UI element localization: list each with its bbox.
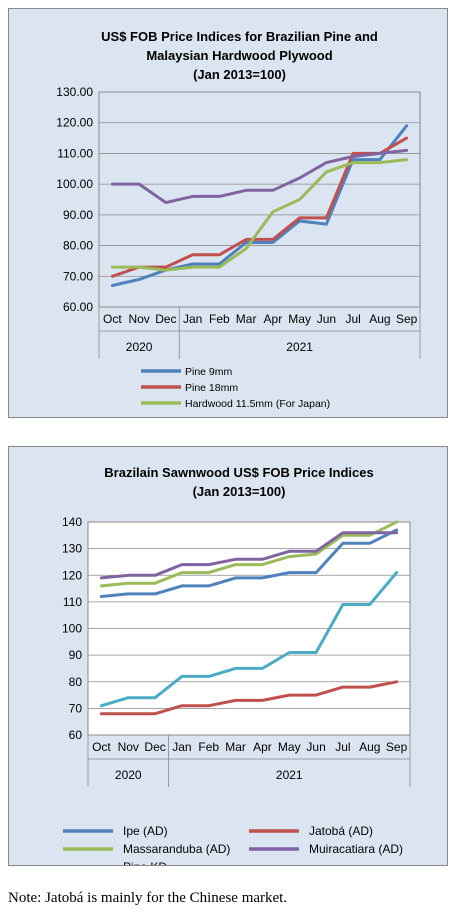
x-tick-label: Oct xyxy=(103,312,122,326)
x-tick-label: Jul xyxy=(335,740,350,754)
plot-area xyxy=(98,91,421,308)
y-tick-label: 60 xyxy=(69,728,83,742)
series-line xyxy=(110,136,409,278)
x-tick-label: Nov xyxy=(128,312,149,326)
y-tick-label: 90 xyxy=(69,648,83,662)
legend-label: Jatobá (AD) xyxy=(309,824,373,838)
legend-label: Pine KD xyxy=(123,860,167,865)
legend-label: Muiracatiara (AD) xyxy=(309,842,403,856)
y-tick-label: 130 xyxy=(62,542,82,556)
series-line xyxy=(99,571,399,708)
x-tick-label: Apr xyxy=(253,740,272,754)
y-tick-label: 90.00 xyxy=(63,208,93,222)
plywood-chart-panel: US$ FOB Price Indices for Brazilian Pine… xyxy=(8,8,448,418)
y-tick-label: 110.00 xyxy=(57,146,93,160)
y-tick-label: 130.00 xyxy=(56,85,93,99)
chart-title-line: (Jan 2013=100) xyxy=(193,67,286,82)
legend-label: Ipe (AD) xyxy=(123,824,168,838)
x-tick-label: Aug xyxy=(359,740,380,754)
y-tick-label: 110 xyxy=(63,595,82,609)
y-tick-label: 100.00 xyxy=(56,177,93,191)
chart-title-line: (Jan 2013=100) xyxy=(193,484,286,499)
x-tick-label: Dec xyxy=(155,312,176,326)
sawnwood-price-chart: Brazilain Sawnwood US$ FOB Price Indices… xyxy=(62,465,411,865)
series-line xyxy=(99,520,399,588)
year-label: 2021 xyxy=(276,768,303,782)
x-tick-label: Mar xyxy=(236,312,257,326)
x-tick-label: Jun xyxy=(306,740,325,754)
year-label: 2020 xyxy=(126,340,153,354)
x-tick-label: Feb xyxy=(198,740,219,754)
y-tick-label: 120.00 xyxy=(56,116,93,130)
series-line xyxy=(99,528,399,598)
x-tick-label: Apr xyxy=(264,312,283,326)
legend-label: Pine 18mm xyxy=(185,382,238,394)
x-tick-label: Jan xyxy=(172,740,191,754)
sawnwood-chart-panel: Brazilain Sawnwood US$ FOB Price Indices… xyxy=(8,446,448,866)
chart-title-line: US$ FOB Price Indices for Brazilian Pine… xyxy=(101,29,378,44)
legend-label: Pine 9mm xyxy=(185,366,233,378)
legend-label: Massaranduba (AD) xyxy=(123,842,230,856)
y-tick-label: 80 xyxy=(69,675,83,689)
chart-title-line: Malaysian Hardwood Plywood xyxy=(146,48,332,63)
plywood-price-chart: US$ FOB Price Indices for Brazilian Pine… xyxy=(56,29,421,410)
y-tick-label: 60.00 xyxy=(63,300,93,314)
x-tick-label: May xyxy=(288,312,311,326)
x-tick-label: Jan xyxy=(183,312,202,326)
x-tick-label: Aug xyxy=(369,312,390,326)
x-tick-label: Sep xyxy=(386,740,408,754)
x-tick-label: May xyxy=(278,740,301,754)
series-line xyxy=(99,531,399,580)
series-line xyxy=(110,148,409,205)
series-line xyxy=(110,124,409,287)
x-tick-label: Dec xyxy=(144,740,165,754)
year-label: 2021 xyxy=(286,340,313,354)
x-tick-label: Feb xyxy=(209,312,230,326)
footnote: Note: Jatobá is mainly for the Chinese m… xyxy=(8,890,288,906)
y-tick-label: 80.00 xyxy=(63,239,93,253)
y-tick-label: 140 xyxy=(62,515,82,529)
x-tick-label: Mar xyxy=(225,740,246,754)
chart-title-line: Brazilain Sawnwood US$ FOB Price Indices xyxy=(104,465,373,480)
legend-label: Hardwood 11.5mm (For Japan) xyxy=(185,398,330,410)
y-tick-label: 70 xyxy=(69,701,83,715)
x-tick-label: Jul xyxy=(345,312,360,326)
y-tick-label: 120 xyxy=(62,568,82,582)
y-tick-label: 70.00 xyxy=(63,269,93,283)
series-line xyxy=(110,158,409,272)
x-tick-label: Sep xyxy=(396,312,418,326)
x-tick-label: Oct xyxy=(92,740,111,754)
y-tick-label: 100 xyxy=(62,622,82,636)
x-tick-label: Jun xyxy=(317,312,336,326)
x-tick-label: Nov xyxy=(118,740,139,754)
year-label: 2020 xyxy=(115,768,142,782)
series-line xyxy=(99,680,399,716)
